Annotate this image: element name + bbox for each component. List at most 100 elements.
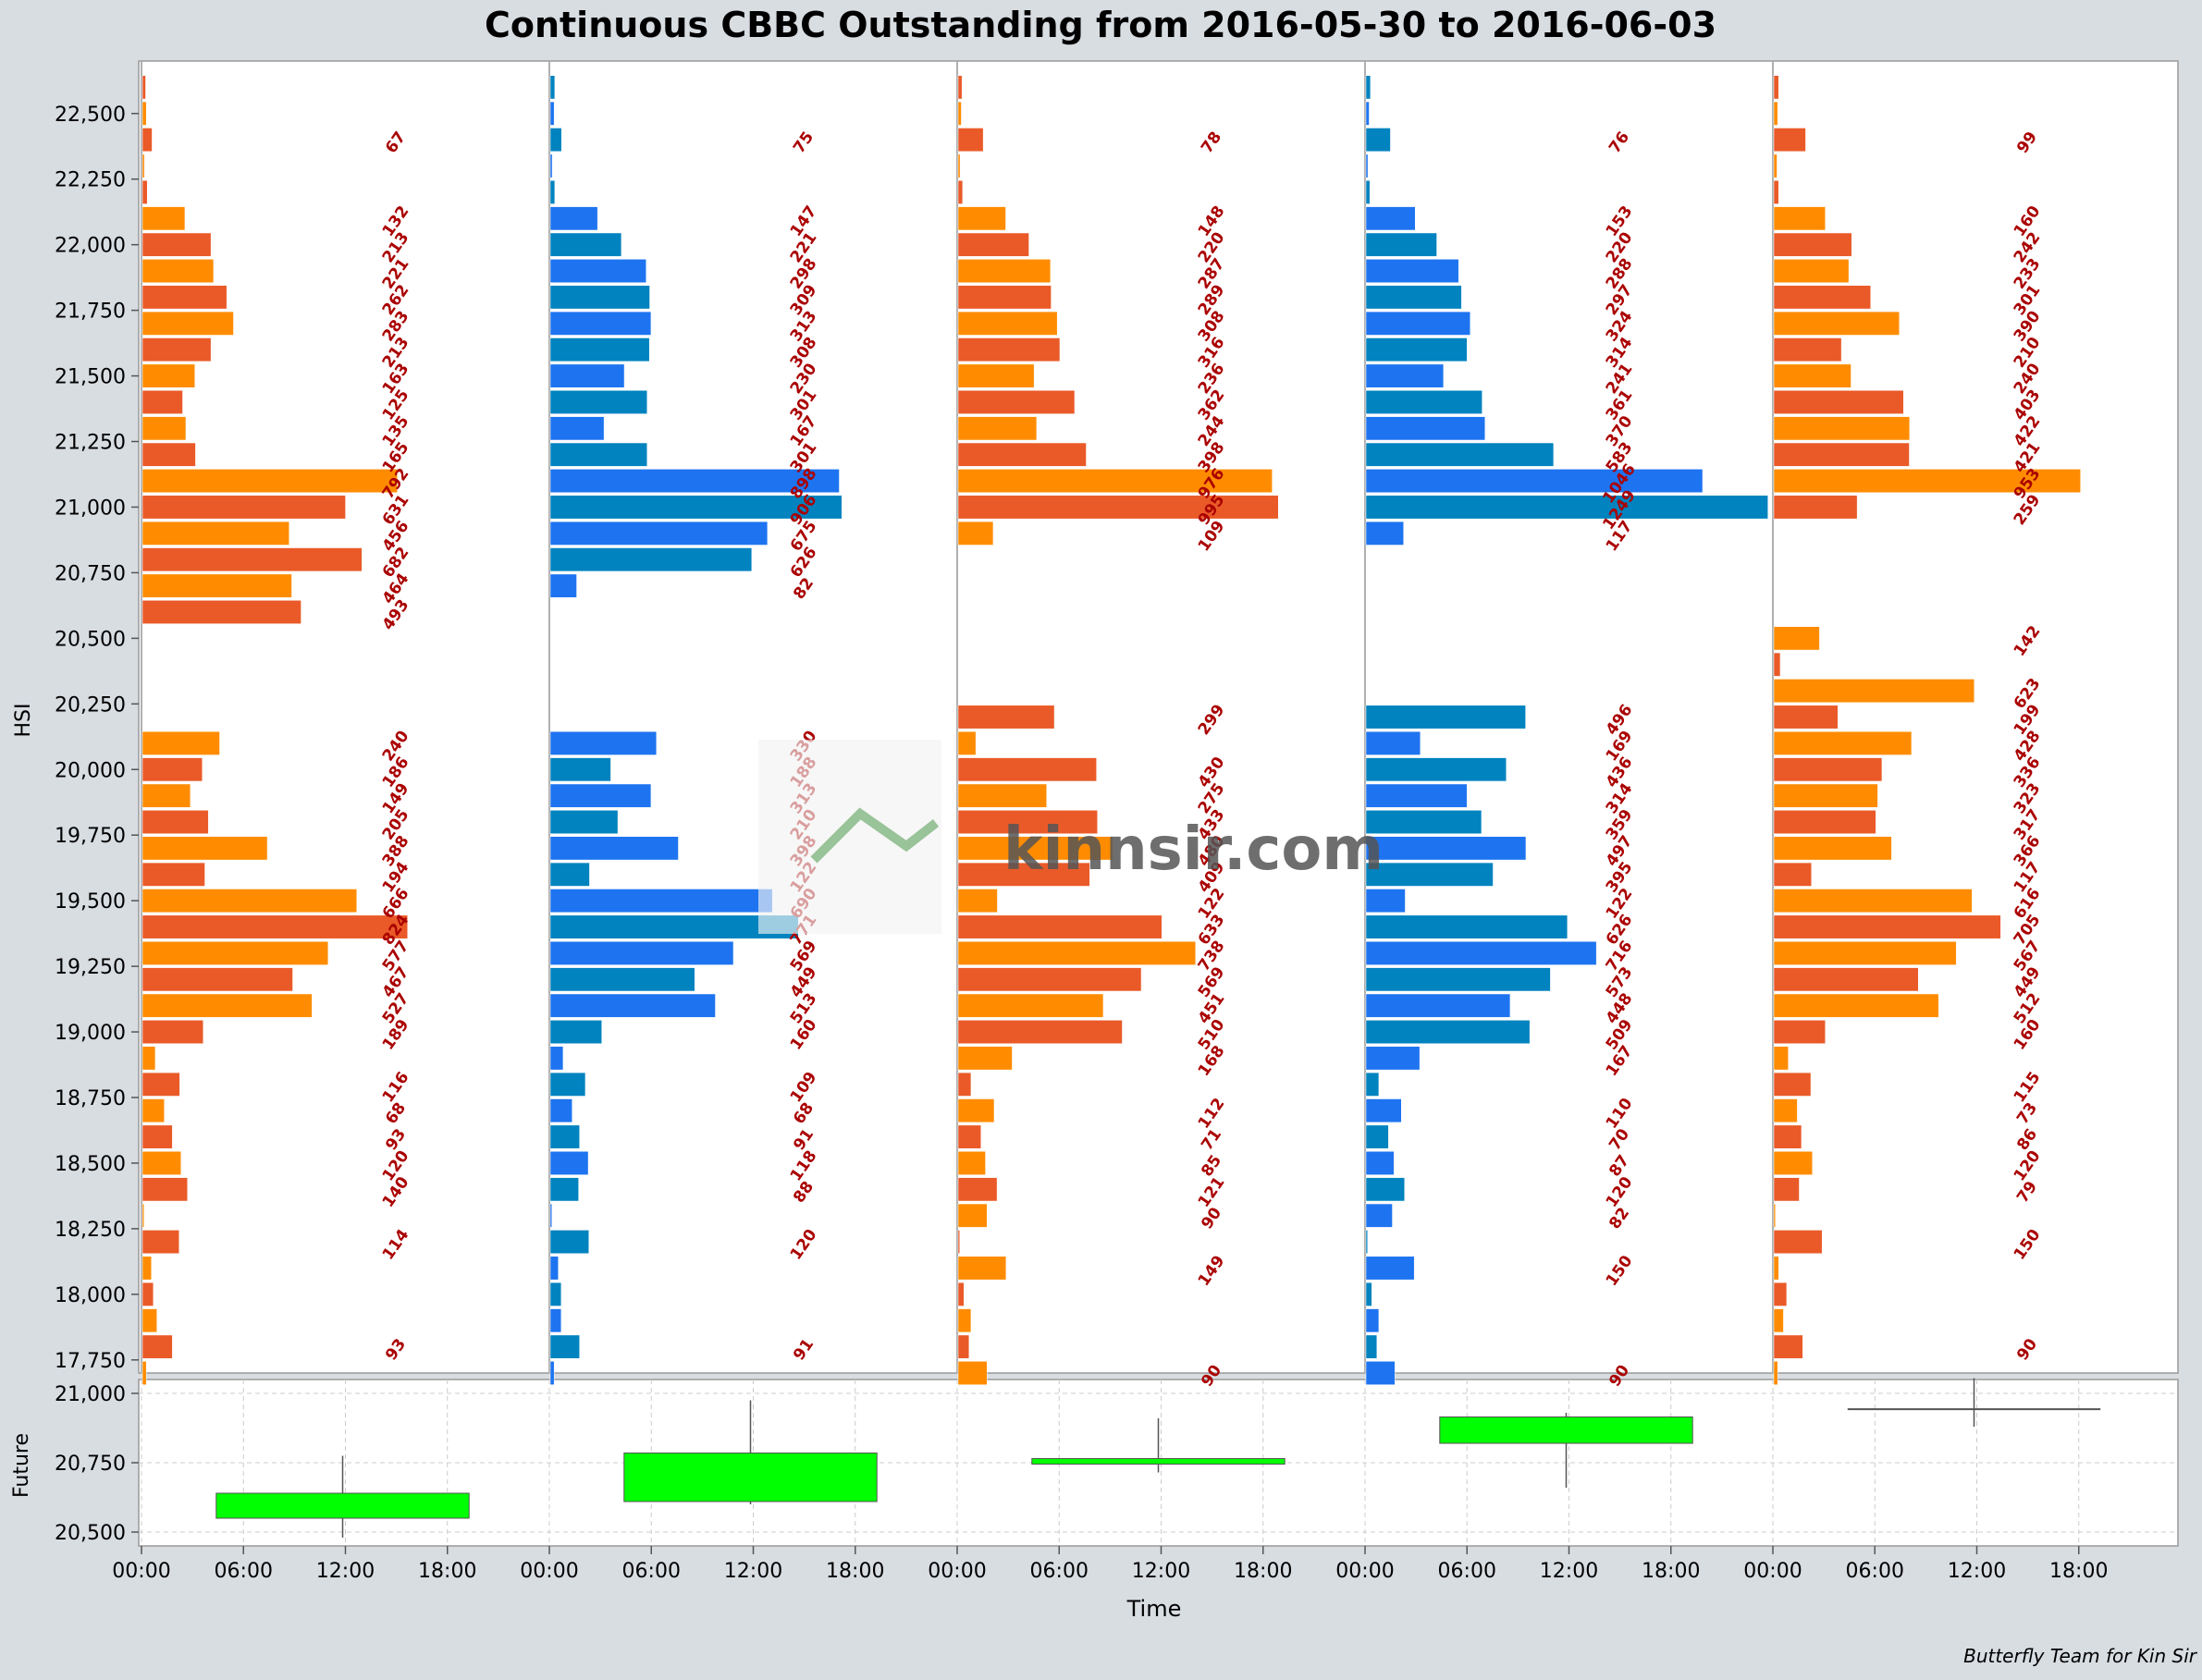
y-tick-label: 19,500 (55, 890, 126, 914)
cbbc-bar (141, 153, 145, 178)
cbbc-bar (957, 1098, 995, 1123)
cbbc-bar (1773, 626, 1820, 651)
cbbc-bar (549, 1098, 572, 1123)
cbbc-bar (141, 1361, 147, 1385)
cbbc-bar (1773, 363, 1851, 388)
cbbc-bar (957, 521, 994, 546)
cbbc-bar (141, 600, 301, 624)
cbbc-bar (141, 1256, 152, 1281)
future-axis-label: Future (10, 1433, 33, 1498)
cbbc-bar (141, 1308, 157, 1333)
cbbc-bar (1773, 311, 1900, 336)
cbbc-bar (957, 862, 1090, 887)
x-tick-label: 12:00 (1132, 1560, 1190, 1583)
cbbc-bar (549, 442, 647, 467)
cbbc-bar (549, 1203, 552, 1228)
future-y-tick-label: 20,750 (55, 1453, 126, 1476)
cbbc-bar (1365, 1256, 1415, 1281)
cbbc-bar (1365, 836, 1527, 861)
cbbc-bar (1365, 206, 1416, 231)
cbbc-bar (1773, 757, 1883, 782)
x-tick-label: 18:00 (826, 1560, 884, 1583)
cbbc-bar (1773, 495, 1858, 520)
cbbc-bar (141, 1046, 156, 1071)
x-tick-label: 12:00 (316, 1560, 375, 1583)
cbbc-bar (549, 783, 652, 808)
cbbc-bar (1773, 469, 2081, 494)
cbbc-bar (549, 810, 619, 834)
cbbc-bar (1365, 914, 1568, 939)
cbbc-bar (1773, 889, 1973, 914)
cbbc-bar (141, 862, 205, 887)
x-axis-label: Time (1126, 1596, 1182, 1622)
cbbc-bar (1365, 442, 1555, 467)
cbbc-bar (141, 1151, 182, 1175)
cbbc-bar (549, 730, 658, 755)
cbbc-bar (1365, 1151, 1395, 1175)
cbbc-bar (549, 757, 611, 782)
cbbc-bar (1365, 1361, 1396, 1385)
cbbc-bar (141, 1072, 180, 1097)
cbbc-bar (1365, 337, 1468, 362)
cbbc-bar (1365, 179, 1371, 204)
y-tick-label: 22,000 (55, 235, 126, 258)
cbbc-bar (1773, 705, 1839, 730)
cbbc-bar (141, 495, 346, 520)
cbbc-bar (957, 337, 1061, 362)
cbbc-bar (957, 1046, 1013, 1071)
cbbc-bar (141, 783, 191, 808)
y-tick-label: 21,750 (55, 300, 126, 324)
x-tick-label: 18:00 (1234, 1560, 1292, 1583)
cbbc-bar (1365, 495, 1768, 520)
cbbc-bar (1773, 1256, 1779, 1281)
cbbc-bar (957, 1151, 986, 1175)
cbbc-bar (1365, 730, 1421, 755)
cbbc-bar (1365, 128, 1391, 153)
cbbc-bar (549, 337, 650, 362)
y-tick-label: 18,500 (55, 1153, 126, 1176)
cbbc-bar (957, 783, 1047, 808)
cbbc-bar (141, 914, 409, 939)
cbbc-bar (1365, 1098, 1402, 1123)
cbbc-bar (141, 1230, 179, 1255)
cbbc-bar (141, 573, 292, 598)
cbbc-bar (1773, 1308, 1784, 1333)
y-tick-label: 21,000 (55, 497, 126, 520)
cbbc-bar (141, 521, 289, 546)
cbbc-bar (549, 1151, 589, 1175)
cbbc-bar (957, 914, 1163, 939)
cbbc-bar (957, 1230, 960, 1255)
cbbc-bar (957, 940, 1197, 965)
future-y-tick-label: 20,500 (55, 1522, 126, 1545)
cbbc-bar (141, 810, 209, 834)
cbbc-bar (549, 390, 647, 414)
cbbc-bar (1773, 1046, 1789, 1071)
x-tick-label: 12:00 (724, 1560, 782, 1583)
cbbc-bar (957, 232, 1029, 257)
x-tick-label: 00:00 (112, 1560, 170, 1583)
cbbc-bar (1773, 1177, 1800, 1202)
cbbc-bar (1365, 783, 1468, 808)
cbbc-bar (549, 101, 555, 126)
cbbc-bar (1773, 836, 1892, 861)
cbbc-bar (141, 206, 186, 231)
cbbc-bar (549, 1046, 564, 1071)
cbbc-bar (1365, 259, 1459, 283)
cbbc-bar (1365, 390, 1482, 414)
watermark: kinnsir.com (758, 740, 1384, 934)
cbbc-bar (957, 416, 1038, 441)
cbbc-bar (549, 179, 556, 204)
y-tick-label: 20,500 (55, 628, 126, 651)
cbbc-bar (1365, 1334, 1378, 1359)
cbbc-bar (1365, 757, 1507, 782)
x-tick-label: 00:00 (1335, 1560, 1394, 1583)
cbbc-bar (141, 1124, 173, 1149)
cbbc-bar (957, 1361, 988, 1385)
cbbc-bar (141, 259, 215, 283)
cbbc-bar (549, 259, 646, 283)
x-tick-label: 18:00 (1642, 1560, 1700, 1583)
cbbc-bar (549, 285, 650, 310)
cbbc-bar (1365, 469, 1704, 494)
y-axis-label: HSI (12, 704, 35, 738)
